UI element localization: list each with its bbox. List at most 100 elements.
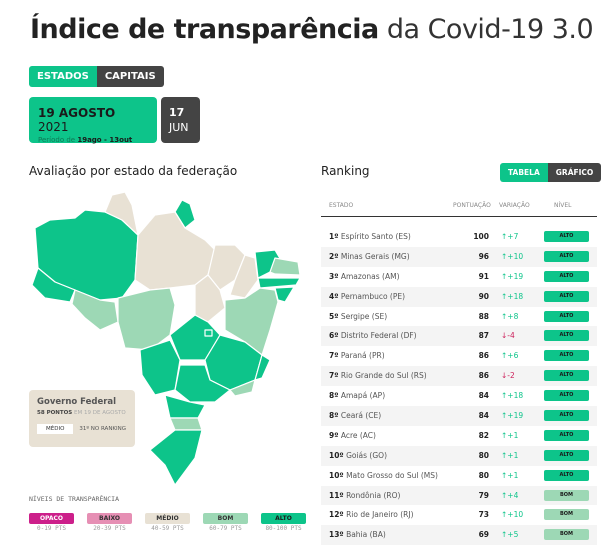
state-df[interactable] — [204, 329, 213, 337]
score: 96 — [478, 251, 489, 261]
table-row[interactable]: 5º Sergipe (SE) 88 ↑+8 ALTO — [321, 307, 597, 327]
rank-position: 10º — [329, 470, 344, 480]
variation: ↓-4 — [501, 331, 515, 341]
title-light: da Covid-19 3.0 — [386, 14, 594, 45]
state-name: Ceará (CE) — [340, 411, 382, 421]
legend-item: MÉDIO 40-59 PTS — [145, 513, 190, 532]
state-name: Sergipe (SE) — [340, 311, 388, 321]
score: 91 — [478, 271, 489, 281]
score: 90 — [478, 291, 489, 301]
state-name: Distrito Federal (DF) — [340, 331, 417, 341]
federal-government-card[interactable]: Governo Federal 58 PONTOS EM 19 DE AGOST… — [29, 390, 135, 447]
header-state[interactable]: ESTADO — [329, 202, 354, 209]
state-sp[interactable] — [174, 364, 231, 403]
state-pr[interactable] — [164, 394, 206, 419]
tab-grafico[interactable]: GRÁFICO — [547, 163, 602, 182]
level-badge: ALTO — [544, 270, 589, 282]
table-row[interactable]: 10º Goiás (GO) 80 ↑+1 ALTO — [321, 445, 597, 466]
table-row[interactable]: 4º Pernambuco (PE) 90 ↑+18 ALTO — [321, 286, 597, 307]
table-row[interactable]: 7º Paraná (PR) 86 ↑+6 ALTO — [321, 346, 597, 366]
score: 86 — [478, 351, 489, 361]
federal-points: 58 PONTOS — [37, 410, 73, 416]
rank-position: 12º — [329, 510, 344, 520]
brazil-map — [31, 191, 301, 486]
variation: ↑+5 — [501, 530, 519, 540]
variation: ↑+1 — [501, 470, 519, 480]
score: 79 — [478, 490, 489, 500]
variation: ↑+7 — [501, 232, 519, 241]
legend-swatch: MÉDIO — [145, 513, 190, 524]
header-level[interactable]: NÍVEL — [554, 202, 572, 209]
federal-when: EM 19 DE AGOSTO — [74, 410, 126, 416]
variation: ↑+8 — [501, 311, 519, 321]
table-row[interactable]: 8º Amapá (AP) 84 ↑+18 ALTO — [321, 386, 597, 406]
state-rr[interactable] — [104, 191, 139, 236]
ranking-title: Ranking — [321, 164, 370, 178]
state-ac[interactable] — [31, 267, 76, 303]
state-name: Rondônia (RO) — [346, 490, 401, 500]
level-badge: ALTO — [544, 310, 589, 322]
variation: ↑+19 — [501, 271, 524, 281]
state-es[interactable] — [254, 354, 271, 381]
legend-item: OPACO 0-19 PTS — [29, 513, 74, 532]
table-row[interactable]: 3º Amazonas (AM) 91 ↑+19 ALTO — [321, 267, 597, 287]
state-rj[interactable] — [229, 379, 256, 397]
state-rn-pb[interactable] — [269, 257, 301, 276]
table-row[interactable]: 8º Ceará (CE) 84 ↑+19 ALTO — [321, 406, 597, 426]
tab-capitais[interactable]: CAPITAIS — [96, 66, 164, 87]
variation: ↑+18 — [501, 291, 524, 301]
ranking-table: 1º Espírito Santo (ES) 100 ↑+7 ALTO 2º Minas… — [321, 227, 597, 546]
level-badge: ALTO — [544, 449, 589, 461]
legend-swatch: ALTO — [261, 513, 306, 524]
legend-swatch: OPACO — [29, 513, 74, 524]
table-row[interactable]: 1º Espírito Santo (ES) 100 ↑+7 ALTO — [321, 227, 597, 247]
tab-tabela[interactable]: TABELA — [500, 163, 548, 182]
legend-range: 80-100 PTS — [265, 525, 302, 532]
score: 80 — [478, 470, 489, 480]
date-day-month: 19 AGOSTO — [38, 106, 116, 120]
variation: ↑+10 — [501, 510, 524, 520]
variation: ↑+10 — [501, 251, 524, 261]
current-date-card[interactable]: 19 AGOSTO 2021 Período de 19ago - 13out — [29, 97, 157, 144]
state-pe[interactable] — [257, 277, 301, 289]
state-name: Rio Grande do Sul (RS) — [340, 371, 427, 381]
rank-position: 3º — [329, 271, 339, 281]
level-badge: ALTO — [544, 290, 589, 302]
legend-range: 60-79 PTS — [209, 525, 242, 532]
rank-position: 6º — [329, 331, 339, 341]
table-row[interactable]: 13º Bahia (BA) 69 ↑+5 BOM — [321, 525, 597, 546]
state-rs[interactable] — [149, 429, 203, 486]
page-title: Índice de transparência da Covid-19 3.0 — [30, 14, 594, 45]
level-badge: ALTO — [544, 469, 589, 481]
header-score[interactable]: PONTUAÇÃO — [453, 202, 491, 209]
tab-estados[interactable]: ESTADOS — [29, 66, 97, 87]
state-name: Acre (AC) — [340, 430, 376, 440]
table-row[interactable]: 7º Rio Grande do Sul (RS) 86 ↓-2 ALTO — [321, 366, 597, 387]
level-badge: ALTO — [544, 330, 589, 342]
header-variation[interactable]: VARIAÇÃO — [499, 202, 530, 209]
state-name: Amazonas (AM) — [340, 271, 400, 281]
state-name: Espírito Santo (ES) — [340, 232, 411, 241]
table-row[interactable]: 2º Minas Gerais (MG) 96 ↑+10 ALTO — [321, 246, 597, 267]
table-row[interactable]: 11º Rondônia (RO) 79 ↑+4 BOM — [321, 485, 597, 506]
table-row[interactable]: 9º Acre (AC) 82 ↑+1 ALTO — [321, 426, 597, 446]
state-ro[interactable] — [71, 289, 119, 331]
state-sc[interactable] — [169, 417, 203, 431]
legend-swatch: BAIXO — [87, 513, 132, 524]
state-ba[interactable] — [224, 287, 279, 356]
legend-range: 40-59 PTS — [151, 525, 184, 532]
rank-position: 8º — [329, 391, 339, 401]
state-name: Bahia (BA) — [346, 530, 386, 540]
score: 73 — [478, 510, 489, 520]
state-name: Amapá (AP) — [340, 391, 386, 401]
level-badge: BOM — [544, 489, 589, 501]
score: 100 — [473, 232, 489, 241]
table-header: ESTADO PONTUAÇÃO VARIAÇÃO NÍVEL — [321, 197, 597, 217]
table-row[interactable]: 10º Mato Grosso do Sul (MS) 80 ↑+1 ALTO — [321, 466, 597, 486]
table-row[interactable]: 12º Rio de Janeiro (RJ) 73 ↑+10 BOM — [321, 505, 597, 525]
table-row[interactable]: 6º Distrito Federal (DF) 87 ↓-4 ALTO — [321, 326, 597, 347]
federal-level-badge: MÉDIO — [37, 424, 74, 434]
state-name: Rio de Janeiro (RJ) — [346, 510, 414, 520]
previous-date-button[interactable]: 17 JUN — [161, 97, 200, 143]
state-ms[interactable] — [139, 339, 181, 396]
